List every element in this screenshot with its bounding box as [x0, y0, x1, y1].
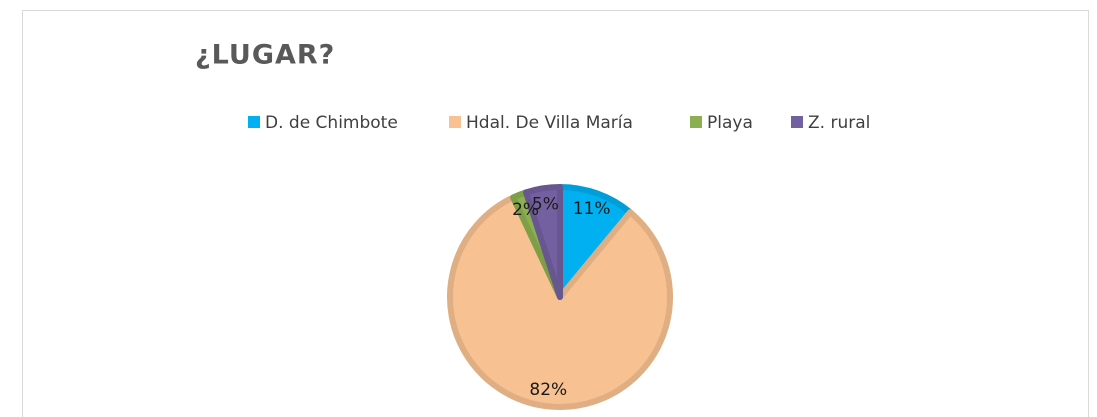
- legend-swatch: [449, 116, 461, 128]
- pie-slice: [447, 194, 673, 410]
- legend-label: Z. rural: [808, 113, 870, 133]
- data-label: 82%: [529, 380, 567, 400]
- pie-slice: [523, 184, 563, 300]
- legend-label: D. de Chimbote: [265, 113, 398, 133]
- legend-swatch: [791, 116, 803, 128]
- data-label: 2%: [512, 200, 539, 220]
- legend-swatch: [690, 116, 702, 128]
- data-label: 11%: [573, 199, 611, 219]
- data-label: 5%: [532, 195, 559, 215]
- legend-label: Hdal. De Villa María: [466, 113, 633, 133]
- legend-label: Playa: [707, 113, 753, 133]
- legend-swatch: [248, 116, 260, 128]
- chart-title: ¿LUGAR?: [195, 40, 335, 71]
